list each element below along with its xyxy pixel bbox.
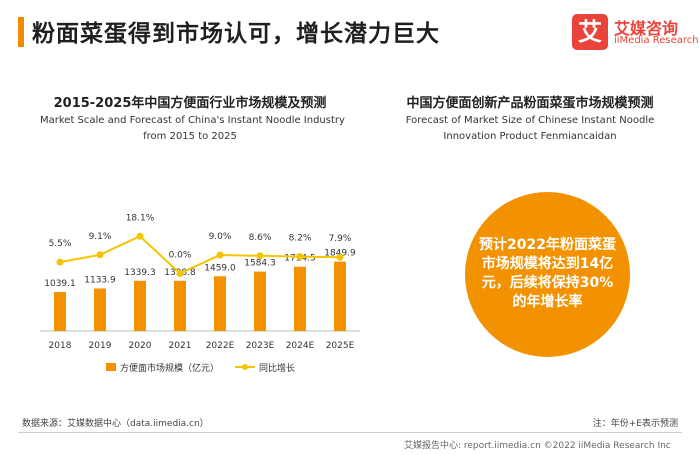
chart-subtitle-line2: from 2015 to 2025 — [143, 131, 237, 142]
logo-mark-icon: 艾 — [572, 14, 608, 50]
page-title: 粉面菜蛋得到市场认可，增长潜力巨大 — [32, 21, 440, 47]
growth-point-2021 — [176, 269, 184, 277]
bar-value-label: 1459.0 — [204, 263, 236, 273]
bar-2023E — [254, 271, 266, 331]
growth-point-2025E — [336, 253, 344, 261]
logo-name-en: iiMedia Research — [614, 35, 699, 46]
title-accent-bar — [18, 17, 24, 47]
bar-value-label: 1849.9 — [324, 249, 356, 259]
growth-value-label: 0.0% — [169, 250, 192, 260]
bar-2021 — [174, 280, 186, 331]
bar-value-label: 1339.3 — [124, 268, 156, 278]
x-tick-label: 2020 — [129, 341, 152, 351]
forecast-note: 注：年份+E表示预测 — [592, 419, 678, 429]
bar-value-label: 1133.9 — [84, 275, 116, 285]
brand-logo: 艾 艾媒咨询 iiMedia Research — [572, 14, 699, 54]
growth-point-2022E — [216, 251, 224, 259]
growth-point-2019 — [96, 251, 104, 259]
x-tick-label: 2024E — [286, 341, 315, 351]
growth-point-2024E — [296, 253, 304, 261]
x-tick-label: 2021 — [169, 341, 192, 351]
logo-name-cn: 艾媒咨询 — [614, 19, 679, 38]
chart-subtitle-line1: Market Scale and Forecast of China's Ins… — [40, 115, 345, 126]
forecast-subtitle-line2: Innovation Product Fenmiancaidan — [443, 131, 617, 142]
footer-copyright: 艾媒报告中心: report.iimedia.cn ©2022 iiMedia … — [404, 441, 671, 451]
bar-2024E — [294, 266, 306, 331]
growth-value-label: 8.6% — [249, 233, 272, 243]
x-tick-label: 2018 — [49, 341, 72, 351]
x-tick-label: 2022E — [206, 341, 235, 351]
growth-point-2023E — [256, 252, 264, 260]
growth-point-2020 — [136, 232, 144, 240]
growth-value-label: 5.5% — [49, 239, 72, 249]
bar-2018 — [54, 292, 66, 331]
x-tick-label: 2025E — [326, 341, 355, 351]
forecast-title: 中国方便面创新产品粉面菜蛋市场规模预测 — [406, 96, 654, 111]
x-tick-label: 2019 — [89, 341, 112, 351]
footer-divider — [18, 432, 682, 433]
growth-value-label: 18.1% — [126, 213, 155, 223]
bar-value-label: 1039.1 — [44, 279, 76, 289]
growth-point-2018 — [56, 258, 64, 266]
forecast-bubble-text: 预计2022年粉面菜蛋市场规模将达到14亿元，后续将保持30%的年增长率 — [479, 237, 616, 310]
data-source: 数据来源：艾媒数据中心（data.iimedia.cn） — [22, 419, 209, 429]
bar-value-label: 1584.3 — [244, 259, 276, 269]
legend-bar-swatch — [106, 363, 116, 371]
forecast-subtitle-line1: Forecast of Market Size of Chinese Insta… — [405, 115, 655, 126]
bar-2020 — [134, 280, 146, 331]
legend-line-label: 同比增长 — [259, 362, 295, 374]
legend-line-marker — [242, 364, 248, 370]
bar-2019 — [94, 288, 106, 331]
growth-line — [59, 235, 341, 275]
legend-bar-label: 方便面市场规模（亿元） — [120, 362, 219, 374]
growth-value-label: 8.2% — [289, 234, 312, 244]
growth-value-label: 9.0% — [209, 232, 232, 242]
chart-title: 2015-2025年中国方便面行业市场规模及预测 — [53, 96, 327, 111]
growth-value-label: 7.9% — [329, 234, 352, 244]
bar-2025E — [334, 261, 346, 331]
growth-value-label: 9.1% — [89, 232, 112, 242]
forecast-bubble — [465, 192, 630, 357]
bar-2022E — [214, 276, 226, 331]
x-tick-label: 2023E — [246, 341, 275, 351]
